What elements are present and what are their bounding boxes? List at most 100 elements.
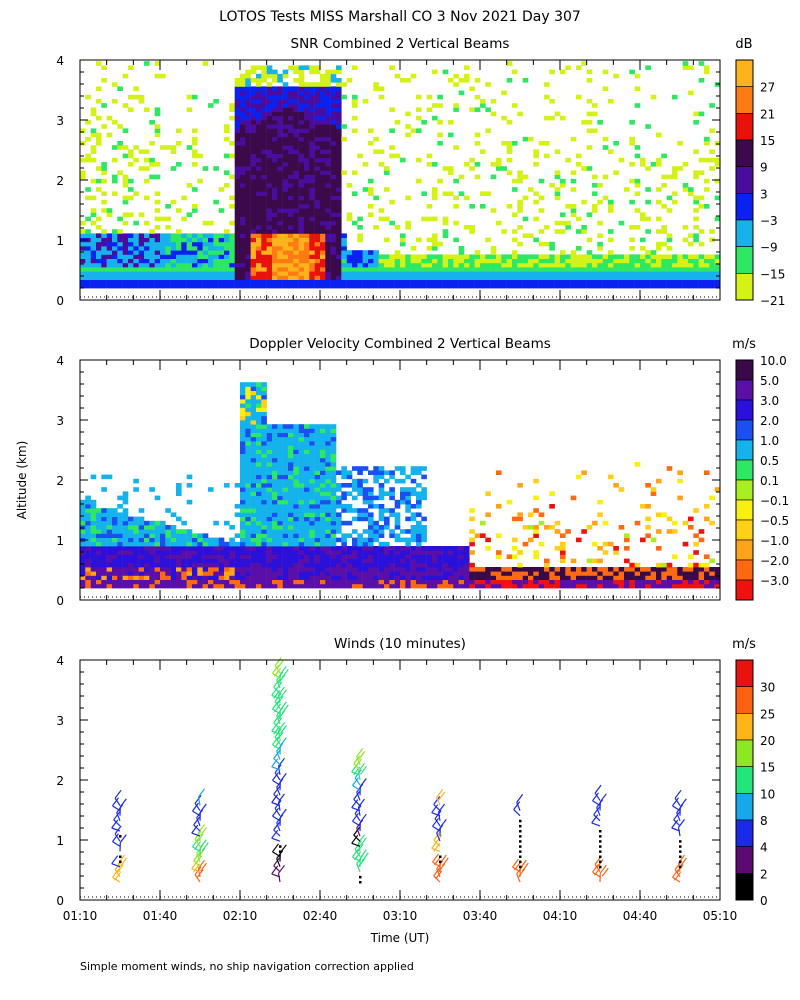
- snr-cell: [634, 258, 641, 264]
- velocity-cell: [133, 525, 139, 530]
- snr-cell: [549, 183, 555, 188]
- velocity-cell: [549, 579, 555, 585]
- velocity-cell: [410, 554, 417, 559]
- velocity-cell: [256, 562, 262, 568]
- snr-cell: [112, 241, 118, 247]
- velocity-cell: [320, 466, 326, 471]
- colorbar-label: −2.0: [760, 554, 789, 568]
- velocity-cell: [261, 529, 267, 534]
- snr-cell: [426, 237, 433, 243]
- velocity-cell: [85, 516, 91, 522]
- velocity-cell: [266, 457, 273, 463]
- snr-cell: [250, 136, 257, 142]
- colorbar-swatch: [735, 579, 754, 601]
- snr-cell: [314, 99, 321, 104]
- snr-cell: [336, 225, 342, 230]
- velocity-cell: [341, 541, 347, 547]
- velocity-cell: [240, 495, 246, 501]
- velocity-cell: [330, 516, 337, 522]
- snr-cell: [101, 103, 107, 108]
- snr-cell: [256, 149, 262, 154]
- velocity-cell: [272, 550, 278, 555]
- velocity-cell: [469, 583, 475, 589]
- snr-cell: [698, 275, 705, 280]
- snr-cell: [261, 271, 267, 276]
- velocity-cell: [645, 516, 651, 522]
- velocity-cell: [314, 583, 321, 589]
- snr-cell: [634, 145, 641, 150]
- snr-cell: [245, 241, 251, 247]
- snr-cell: [266, 132, 273, 138]
- snr-cell: [250, 262, 257, 268]
- snr-cell: [634, 178, 641, 184]
- snr-cell: [304, 271, 310, 276]
- velocity-cell: [677, 579, 683, 585]
- snr-cell: [240, 132, 246, 138]
- snr-cell: [336, 178, 342, 184]
- velocity-cell: [416, 495, 422, 501]
- velocity-cell: [592, 579, 598, 585]
- snr-cell: [362, 258, 369, 264]
- snr-cell: [570, 271, 577, 276]
- snr-cell: [437, 262, 443, 268]
- snr-cell: [128, 107, 134, 112]
- snr-cell: [325, 195, 331, 201]
- snr-cell: [624, 267, 630, 272]
- snr-cell: [272, 153, 278, 159]
- snr-cell: [330, 262, 337, 268]
- snr-cell: [181, 275, 187, 280]
- velocity-cell: [80, 558, 86, 564]
- snr-cell: [501, 271, 507, 276]
- snr-cell: [474, 275, 481, 280]
- snr-cell: [298, 132, 305, 138]
- velocity-cell: [309, 424, 315, 429]
- velocity-cell: [309, 474, 315, 480]
- velocity-cell: [325, 483, 331, 488]
- snr-cell: [101, 275, 107, 280]
- velocity-cell: [282, 424, 289, 429]
- snr-cell: [256, 124, 262, 129]
- velocity-cell: [186, 541, 193, 547]
- velocity-cell: [277, 520, 283, 526]
- snr-cell: [160, 246, 166, 251]
- velocity-cell: [90, 550, 97, 555]
- velocity-cell: [229, 554, 235, 559]
- snr-cell: [176, 128, 182, 133]
- velocity-cell: [133, 571, 139, 576]
- snr-cell: [714, 178, 721, 184]
- snr-cell: [602, 195, 609, 201]
- snr-cell: [698, 271, 705, 276]
- velocity-cell: [298, 562, 305, 568]
- velocity-cell: [549, 575, 555, 580]
- snr-cell: [485, 258, 491, 264]
- velocity-cell: [629, 579, 635, 585]
- snr-cell: [288, 132, 294, 138]
- snr-cell: [645, 250, 651, 255]
- snr-cell: [666, 262, 673, 268]
- velocity-cell: [682, 583, 689, 589]
- snr-cell: [234, 94, 241, 100]
- velocity-cell: [282, 441, 289, 446]
- snr-cell: [341, 250, 347, 255]
- velocity-cell: [688, 567, 694, 572]
- snr-cell: [282, 283, 289, 289]
- snr-cell: [325, 212, 331, 217]
- snr-cell: [554, 195, 561, 201]
- snr-cell: [490, 246, 497, 251]
- velocity-cell: [80, 579, 86, 585]
- snr-cell: [160, 250, 166, 255]
- snr-cell: [597, 283, 603, 289]
- velocity-cell: [218, 583, 225, 589]
- snr-cell: [138, 283, 145, 289]
- snr-cell: [485, 271, 491, 276]
- velocity-cell: [122, 583, 129, 589]
- velocity-cell: [304, 441, 310, 446]
- snr-cell: [581, 61, 587, 66]
- velocity-cell: [240, 470, 246, 475]
- velocity-cell: [469, 550, 475, 555]
- snr-cell: [490, 162, 497, 167]
- snr-cell: [384, 267, 390, 272]
- snr-cell: [602, 267, 609, 272]
- snr-cell: [90, 241, 97, 247]
- snr-cell: [101, 271, 107, 276]
